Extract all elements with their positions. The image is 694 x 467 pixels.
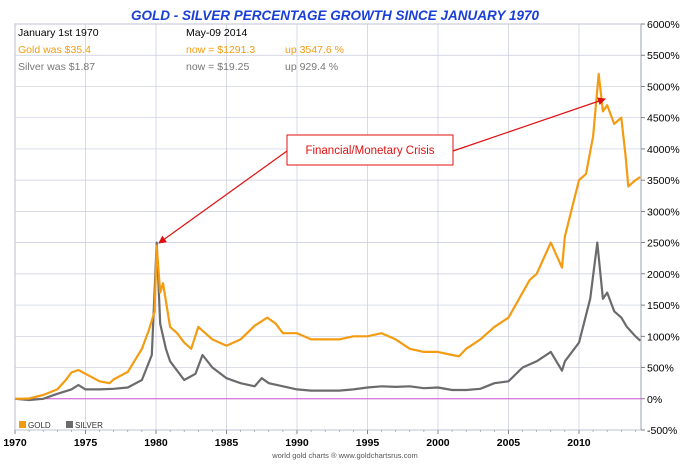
y-tick-label: 2500% [647,238,680,250]
legend-gold-label: GOLD [28,421,51,430]
grid-lines [14,23,641,431]
x-tick-label: 1970 [3,437,27,449]
info-gold-up: up 3547.6 % [285,44,344,56]
legend: GOLD SILVER [19,421,103,430]
y-tick-label: 5000% [647,81,680,93]
info-silver-up: up 929.4 % [285,61,338,73]
y-tick-label: 0% [647,394,662,406]
x-tick-label: 1995 [356,437,380,449]
annotation-arrow-1980 [158,150,288,244]
y-tick-label: 4000% [647,144,680,156]
info-silver-now: now = $19.25 [186,61,250,73]
credit-text: world gold charts ® www.goldchartsrus.co… [271,451,418,460]
chart-title: GOLD - SILVER PERCENTAGE GROWTH SINCE JA… [131,8,540,23]
series-line-silver [14,241,642,402]
annotation-label: Financial/Monetary Crisis [305,145,434,157]
info-date-start: January 1st 1970 [18,27,99,39]
legend-gold-swatch [19,421,26,428]
y-tick-label: 5500% [647,50,680,62]
info-gold-now: now = $1291.3 [186,44,255,56]
series-layer [14,72,642,402]
y-tick-label: 1500% [647,300,680,312]
plot-area [14,23,642,431]
y-tick-label: 4500% [647,113,680,125]
annotation-box [286,134,454,166]
y-axis: -500% 0% 500% 1000% 1500% 2000% 2500% 3000% 3500… [641,19,680,437]
y-tick-label: -500% [647,425,677,437]
y-tick-label: 1000% [647,331,680,343]
x-tick-label: 2005 [497,437,521,449]
y-tick-label: 3000% [647,206,680,218]
series-line-gold [14,72,641,400]
y-tick-label: 6000% [647,19,680,31]
y-tick-label: 500% [647,363,674,375]
info-gold-was: Gold was $35.4 [18,44,91,56]
y-tick-label: 2000% [647,269,680,281]
x-tick-label: 1980 [144,437,168,449]
x-tick-label: 2010 [567,437,591,449]
x-tick-label: 1985 [215,437,239,449]
annotation-arrow-2011 [452,97,606,152]
info-block: January 1st 1970 May-09 2014 Gold was $3… [18,27,344,73]
x-tick-label: 1975 [74,437,98,449]
x-tick-label: 1990 [285,437,309,449]
legend-silver-swatch [66,421,73,428]
info-silver-was: Silver was $1.87 [18,61,95,73]
x-tick-label: 2000 [426,437,450,449]
info-date-end: May-09 2014 [186,27,247,39]
legend-silver-label: SILVER [75,421,103,430]
x-axis: 1970 1975 1980 1985 1990 1995 2000 2005 2010 [3,430,636,449]
y-tick-label: 3500% [647,175,680,187]
